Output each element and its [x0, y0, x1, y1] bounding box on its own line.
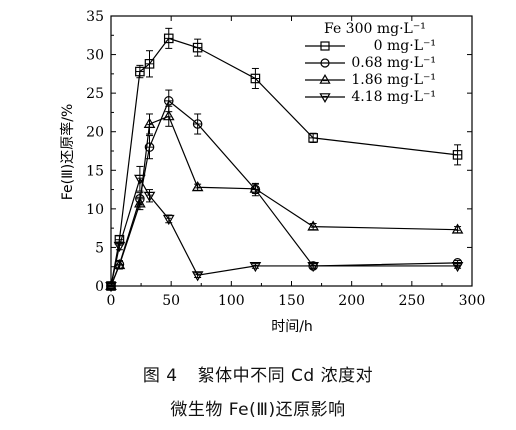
legend-label: 1.86 mg·L⁻¹ [351, 72, 436, 88]
x-axis-label: 时间/h [271, 319, 313, 335]
series-3 [105, 105, 464, 290]
data-point [191, 271, 204, 282]
figure-number: 图 4 [142, 366, 178, 386]
data-point [249, 182, 262, 193]
y-tick-label: 35 [86, 9, 104, 25]
data-point [113, 241, 126, 253]
line-chart: 0 50 100 150 200 250 300 0 5 10 15 20 25 30 35 Fe 300 … [59, 9, 485, 335]
data-point [105, 279, 117, 290]
data-point [307, 261, 319, 273]
x-tick-label: 0 [107, 293, 116, 309]
chart-series [105, 27, 464, 293]
y-axis-label: Fe(Ⅲ)还原率/% [59, 104, 76, 201]
x-tick-label: 300 [459, 293, 486, 309]
figure-caption-line-2: 微生物 Fe(Ⅲ)还原影响 [0, 395, 516, 420]
y-tick-label: 20 [86, 125, 104, 141]
data-point [307, 220, 319, 231]
data-point [191, 181, 204, 192]
data-point [162, 110, 175, 121]
series-line [110, 115, 458, 287]
data-point [113, 258, 126, 270]
legend-label: 0 mg·L⁻¹ [374, 38, 436, 54]
series-line [110, 99, 458, 287]
y-tick-label: 0 [95, 279, 104, 295]
x-tick-label: 100 [218, 293, 245, 309]
legend-marker [319, 93, 331, 104]
y-tick-label: 5 [95, 240, 104, 256]
figure-caption-line-1: 图 4 絮体中不同 Cd 浓度对 [0, 361, 516, 386]
data-point [451, 223, 464, 234]
legend-label: 0.68 mg·L⁻¹ [351, 55, 436, 71]
figure-caption-text-2: 微生物 Fe(Ⅲ)还原影响 [170, 400, 346, 420]
legend-title: Fe 300 mg·L⁻¹ [324, 21, 426, 37]
x-tick-label: 200 [338, 293, 365, 309]
data-point [134, 197, 146, 208]
data-point [249, 261, 262, 273]
x-tick-label: 50 [162, 293, 180, 309]
chart-axes: 0 50 100 150 200 250 300 0 5 10 15 20 25 30 35 [86, 9, 485, 309]
data-point [143, 117, 156, 129]
data-point [134, 174, 146, 185]
y-tick-label: 30 [86, 48, 104, 64]
data-point [143, 191, 156, 202]
x-tick-label: 150 [278, 293, 305, 309]
y-tick-label: 25 [86, 86, 104, 102]
data-point [162, 214, 175, 226]
legend-marker [319, 73, 331, 84]
x-tick-label: 250 [398, 293, 425, 309]
series-4 [105, 165, 464, 293]
y-tick-label: 10 [86, 202, 104, 218]
data-point [105, 282, 117, 293]
figure-caption-text-1: 絮体中不同 Cd 浓度对 [197, 366, 374, 386]
data-point [451, 261, 464, 273]
legend-label: 4.18 mg·L⁻¹ [351, 89, 436, 105]
chart-legend: Fe 300 mg·L⁻¹0 mg·L⁻¹0.68 mg·L⁻¹1.86 mg·… [305, 21, 436, 105]
y-tick-label: 15 [86, 163, 104, 179]
series-line [110, 177, 458, 287]
